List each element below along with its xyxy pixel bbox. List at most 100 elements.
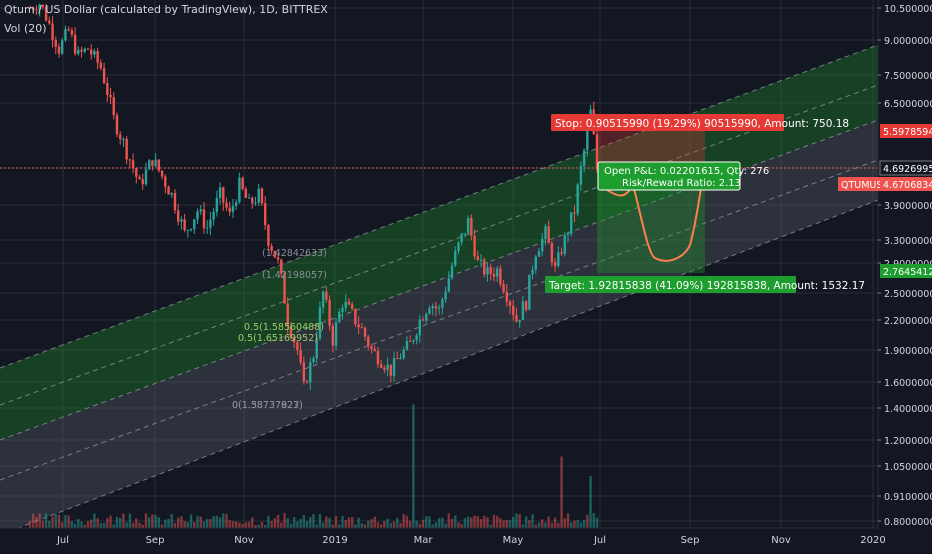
- volume-bar: [425, 516, 428, 528]
- volume-bar: [73, 523, 77, 528]
- volume-bar: [566, 513, 570, 528]
- candle: [209, 211, 212, 236]
- volume-bar: [215, 515, 219, 528]
- volume-bar: [402, 514, 405, 528]
- candle: [70, 27, 74, 38]
- candle: [389, 364, 393, 383]
- candle-body: [425, 313, 428, 321]
- candle: [444, 286, 447, 303]
- volume-bar: [321, 522, 325, 528]
- candle: [196, 208, 199, 224]
- volume-bar: [61, 522, 64, 528]
- candle: [573, 205, 576, 222]
- candle: [399, 353, 402, 360]
- candle-body: [576, 184, 579, 214]
- candle-body: [447, 278, 451, 292]
- candle-body: [151, 160, 154, 167]
- volume-bar: [334, 516, 338, 528]
- candle-body: [421, 319, 425, 321]
- candle-body: [444, 291, 447, 300]
- candle-body: [164, 176, 167, 187]
- candle: [160, 170, 164, 180]
- candle-body: [528, 274, 531, 310]
- candle-body: [189, 228, 193, 231]
- candle: [370, 344, 373, 354]
- candle: [550, 240, 554, 267]
- volume-bar: [77, 518, 80, 528]
- candle: [93, 48, 96, 58]
- candle-body: [373, 348, 376, 351]
- volume-bar: [499, 518, 502, 528]
- candle-body: [557, 252, 560, 266]
- channel-upper-band: [0, 45, 878, 440]
- candle-body: [64, 29, 67, 41]
- candle: [321, 290, 325, 314]
- candle: [318, 301, 322, 341]
- candle-body: [141, 179, 144, 185]
- volume-bar: [251, 517, 254, 528]
- candle: [515, 308, 518, 323]
- candle: [302, 356, 306, 385]
- price-axis[interactable]: 10.50000000 9.00000000 7.50000000 6.5000000…: [838, 0, 932, 528]
- candle-body: [86, 48, 90, 50]
- candle-body: [54, 40, 57, 47]
- candle: [379, 359, 383, 369]
- candle-body: [495, 268, 499, 277]
- candle: [512, 299, 515, 321]
- candle-body: [534, 256, 537, 270]
- volume-bar: [180, 516, 183, 528]
- fib-label: 0(1.58737827): [232, 400, 303, 411]
- volume-bar: [35, 517, 38, 528]
- candles-layer: [28, 3, 599, 391]
- volume-indicator-label[interactable]: Vol (20): [4, 22, 47, 35]
- candle-body: [131, 160, 135, 169]
- candle: [112, 92, 115, 120]
- volume-bar: [125, 522, 128, 528]
- candle: [405, 336, 409, 351]
- volume-bar: [70, 521, 74, 528]
- volume-bar: [280, 522, 283, 528]
- volume-bar: [254, 524, 257, 528]
- candle-body: [586, 127, 589, 151]
- candle-body: [473, 235, 476, 257]
- candle-body: [176, 210, 180, 222]
- candle-body: [183, 219, 186, 231]
- candle: [57, 43, 61, 58]
- candle: [350, 301, 354, 311]
- candle-body: [408, 340, 412, 342]
- candle: [225, 197, 228, 211]
- volume-bar: [273, 518, 277, 528]
- candle-body: [518, 319, 521, 322]
- candle-body: [251, 197, 254, 204]
- candle-body: [144, 169, 148, 185]
- candle: [354, 308, 357, 328]
- volume-bar: [48, 520, 51, 528]
- volume-bar: [241, 524, 244, 528]
- candle: [541, 233, 544, 257]
- candle: [244, 186, 248, 199]
- candle: [537, 247, 541, 257]
- candle: [109, 87, 112, 105]
- candle: [437, 304, 441, 315]
- volume-bar: [80, 521, 83, 528]
- candle-body: [263, 203, 267, 226]
- candle: [286, 297, 289, 334]
- volume-bar: [44, 513, 48, 528]
- candle-body: [234, 202, 238, 206]
- time-tick-label: Sep: [146, 535, 165, 546]
- volume-bar: [32, 513, 35, 528]
- chart-title: Qtum / US Dollar (calculated by TradingV…: [4, 3, 328, 16]
- time-axis[interactable]: Jul Sep Nov 2019 Mar May Jul Sep Nov 2020: [0, 527, 932, 550]
- price-tag-box: [838, 177, 880, 191]
- candle-body: [360, 327, 364, 329]
- price-tick-label: 1.90000000: [884, 346, 932, 357]
- candle: [376, 347, 380, 368]
- candle: [222, 186, 225, 211]
- candle: [566, 231, 570, 243]
- price-tag-box: [879, 160, 932, 176]
- price-tick-label: 7.50000000: [884, 71, 932, 82]
- candle-body: [466, 218, 470, 234]
- candle-body: [579, 165, 583, 185]
